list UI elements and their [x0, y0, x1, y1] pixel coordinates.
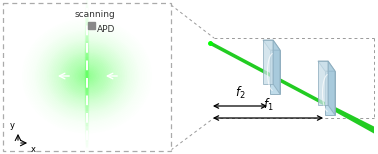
- Bar: [3, 3, 171, 151]
- Polygon shape: [318, 61, 328, 105]
- Polygon shape: [280, 78, 325, 106]
- Text: $f_2$: $f_2$: [235, 85, 245, 101]
- Polygon shape: [263, 40, 273, 84]
- Polygon shape: [270, 50, 280, 94]
- Polygon shape: [273, 40, 280, 94]
- Bar: [88, 22, 95, 29]
- Text: scanning: scanning: [74, 10, 115, 19]
- Polygon shape: [325, 71, 335, 115]
- Text: $f_1$: $f_1$: [263, 97, 273, 113]
- Polygon shape: [335, 107, 374, 134]
- Polygon shape: [263, 40, 280, 50]
- Polygon shape: [318, 61, 335, 71]
- Text: APD: APD: [97, 25, 115, 34]
- Polygon shape: [328, 61, 335, 115]
- Text: x: x: [31, 145, 36, 154]
- Text: y: y: [10, 121, 15, 130]
- Polygon shape: [210, 41, 270, 77]
